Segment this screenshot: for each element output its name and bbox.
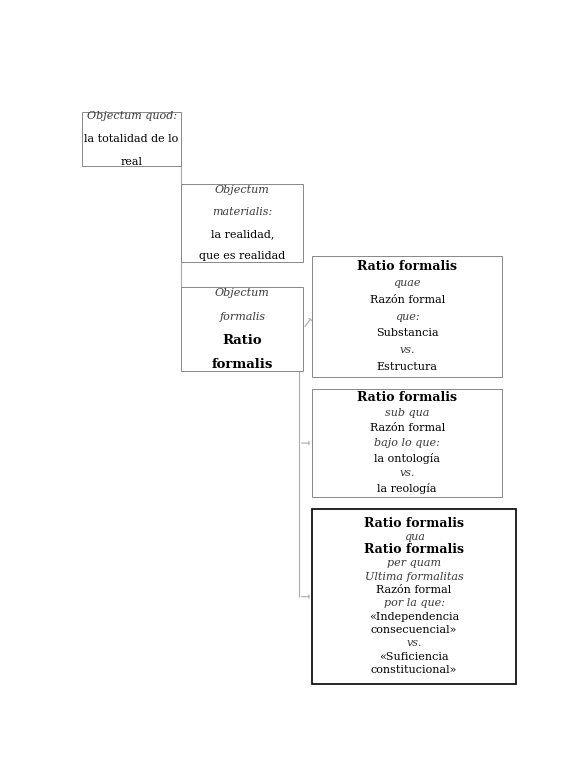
Text: Ratio formalis: Ratio formalis	[364, 517, 464, 529]
Text: la realidad,: la realidad,	[210, 229, 274, 239]
Text: que:: que:	[395, 312, 420, 321]
FancyBboxPatch shape	[312, 389, 502, 497]
Text: vs.: vs.	[399, 468, 415, 479]
Text: Substancia: Substancia	[376, 328, 438, 339]
Text: consecuencial»: consecuencial»	[371, 625, 457, 635]
Text: Objectum quod:: Objectum quod:	[86, 111, 177, 121]
Text: Estructura: Estructura	[377, 362, 438, 372]
Text: formalis: formalis	[212, 357, 273, 371]
FancyBboxPatch shape	[181, 286, 303, 371]
Text: Objectum: Objectum	[215, 185, 270, 196]
Text: quae: quae	[394, 278, 421, 288]
Text: vs.: vs.	[399, 346, 415, 355]
Text: Razón formal: Razón formal	[370, 295, 445, 305]
Text: Ratio formalis: Ratio formalis	[364, 543, 464, 557]
Text: formalis: formalis	[219, 312, 265, 322]
FancyBboxPatch shape	[82, 112, 181, 166]
Text: la reología: la reología	[377, 483, 437, 494]
Text: constitucional»: constitucional»	[371, 665, 457, 675]
Text: por la que:: por la que:	[384, 598, 444, 608]
FancyBboxPatch shape	[181, 185, 303, 263]
Text: la totalidad de lo: la totalidad de lo	[85, 134, 179, 144]
Text: Ratio formalis: Ratio formalis	[357, 260, 457, 273]
Text: Razón formal: Razón formal	[370, 423, 445, 433]
FancyBboxPatch shape	[312, 256, 502, 377]
Text: Ratio: Ratio	[223, 334, 262, 347]
Text: real: real	[121, 156, 143, 167]
Text: Razón formal: Razón formal	[377, 585, 452, 595]
Text: sub qua: sub qua	[385, 407, 430, 418]
Text: vs.: vs.	[406, 638, 422, 648]
Text: bajo lo que:: bajo lo que:	[374, 438, 440, 448]
Text: Objectum: Objectum	[215, 289, 270, 298]
Text: qua: qua	[403, 532, 424, 542]
Text: materialis:: materialis:	[212, 207, 272, 217]
Text: Ultima formalitas: Ultima formalitas	[364, 572, 463, 582]
Text: per quam: per quam	[387, 558, 441, 569]
Text: la ontología: la ontología	[374, 453, 440, 464]
Text: «Independencia: «Independencia	[369, 612, 459, 622]
FancyBboxPatch shape	[312, 509, 516, 684]
Text: «Suficiencia: «Suficiencia	[379, 651, 449, 662]
Text: que es realidad: que es realidad	[199, 251, 286, 261]
Text: Ratio formalis: Ratio formalis	[357, 391, 457, 404]
